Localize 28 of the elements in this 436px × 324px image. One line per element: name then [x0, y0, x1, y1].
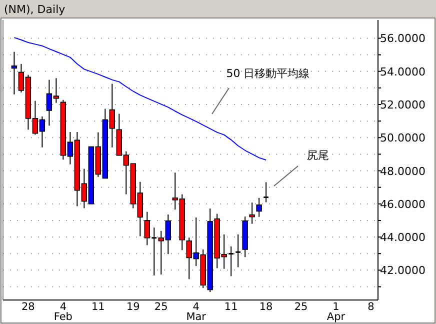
x-tick-label: 11 — [91, 301, 105, 313]
x-tick-label: 18 — [259, 301, 273, 313]
y-tick-label: 54.0000 — [380, 65, 426, 78]
x-tick-label: 4 Feb — [54, 301, 73, 323]
candlestick — [234, 234, 242, 268]
y-tick-label: 52.0000 — [380, 98, 426, 112]
candlestick — [262, 182, 270, 203]
y-tick-label: 48.0000 — [380, 164, 426, 178]
x-tick-label: 8 — [368, 301, 374, 313]
candlestick — [256, 197, 262, 218]
y-tick-label: 46.0000 — [380, 198, 426, 211]
x-tick-label: 25 — [154, 301, 168, 313]
y-tick-label: 56.0000 — [380, 32, 426, 46]
candlestick — [11, 51, 18, 95]
annotation: 50 日移動平均線 — [226, 67, 310, 80]
x-tick-label: 28 — [22, 301, 35, 313]
x-tick-label: 11 — [224, 301, 238, 313]
chart-title: (NM), Daily — [4, 3, 66, 16]
y-tick-label: 44.0000 — [380, 231, 426, 244]
y-tick-label: 42.0000 — [380, 264, 426, 278]
annotation: 尻尾 — [307, 149, 329, 162]
line-series — [14, 37, 267, 160]
candlestick — [249, 202, 255, 224]
x-tick-label: 4 Mar — [186, 301, 207, 323]
x-tick-label: 1 Apr — [326, 301, 346, 323]
x-tick-label: 25 — [294, 301, 308, 313]
y-tick-label: 50.0000 — [380, 132, 426, 145]
x-tick-label: 19 — [126, 301, 140, 313]
